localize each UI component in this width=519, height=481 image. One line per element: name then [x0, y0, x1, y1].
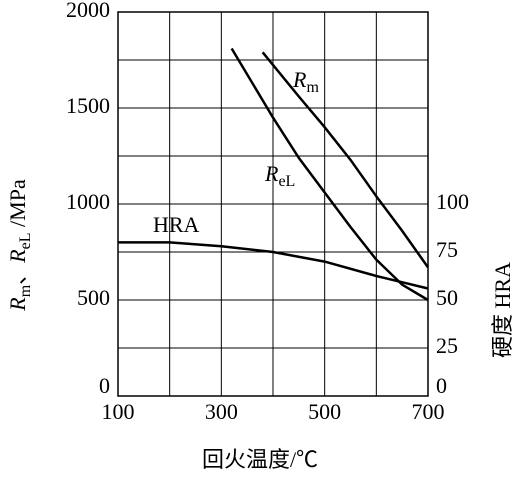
y-axis-label-part: m	[17, 284, 34, 297]
series-label: HRA	[153, 212, 200, 237]
y-tick-label: 2000	[66, 0, 110, 22]
x-tick-label: 500	[308, 399, 341, 424]
x-axis-label: 回火温度/℃	[202, 447, 318, 472]
y2-axis-label: 硬度 HRA	[490, 262, 515, 358]
x-tick-label: 100	[102, 399, 135, 424]
data-line	[261, 51, 430, 269]
y-axis-label-part: R	[5, 249, 30, 264]
data-line	[118, 241, 429, 290]
y-tick-label: 1000	[66, 189, 110, 214]
series-label-part: eL	[278, 173, 295, 190]
y-axis-label-part: /MPa	[5, 179, 30, 232]
x-tick-label: 700	[412, 399, 445, 424]
y-tick-label: 1500	[66, 93, 110, 118]
x-tick-label: 300	[205, 399, 238, 424]
series-label-part: m	[306, 79, 319, 96]
y-axis-label-part: 、	[5, 263, 30, 285]
y-axis-label: Rm、ReL /MPa	[5, 179, 34, 312]
series-label-part: R	[264, 161, 279, 186]
y-axis-label-part: R	[5, 297, 30, 312]
series-label-part: R	[292, 67, 307, 92]
y-tick-label: 500	[77, 285, 110, 310]
y2-tick-label: 0	[436, 373, 447, 398]
series-label: Rm	[292, 67, 319, 96]
y-tick-label: 0	[99, 373, 110, 398]
y2-tick-label: 100	[436, 189, 469, 214]
y-axis-label-part: eL	[17, 232, 34, 249]
y2-tick-label: 25	[436, 333, 458, 358]
y2-tick-label: 75	[436, 237, 458, 262]
series-label: ReL	[264, 161, 295, 190]
y2-tick-label: 50	[436, 285, 458, 310]
